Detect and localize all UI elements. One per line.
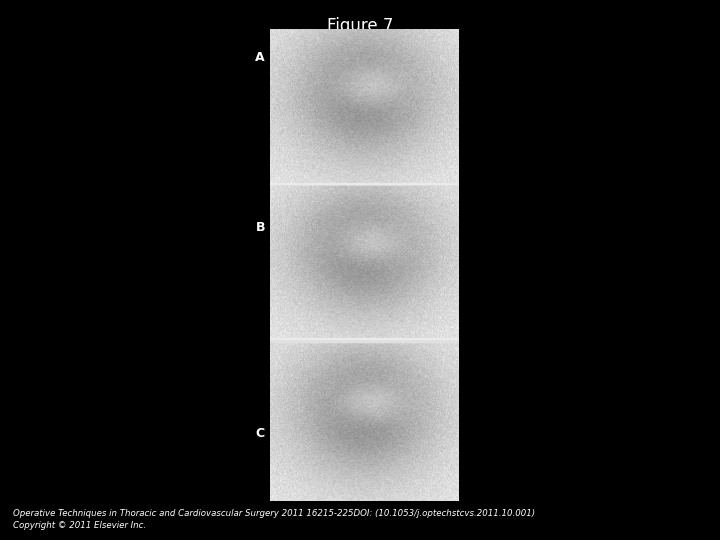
Bar (270, 29, 459, 501)
Text: C: C (256, 427, 265, 440)
Text: Figure 7: Figure 7 (327, 17, 393, 35)
Text: Copyright © 2011 Elsevier Inc.: Copyright © 2011 Elsevier Inc. (13, 521, 149, 530)
Text: Operative Techniques in Thoracic and Cardiovascular Surgery 2011 16215-225DOI: (: Operative Techniques in Thoracic and Car… (13, 509, 535, 518)
Text: A: A (256, 51, 265, 64)
Text: B: B (256, 221, 265, 234)
